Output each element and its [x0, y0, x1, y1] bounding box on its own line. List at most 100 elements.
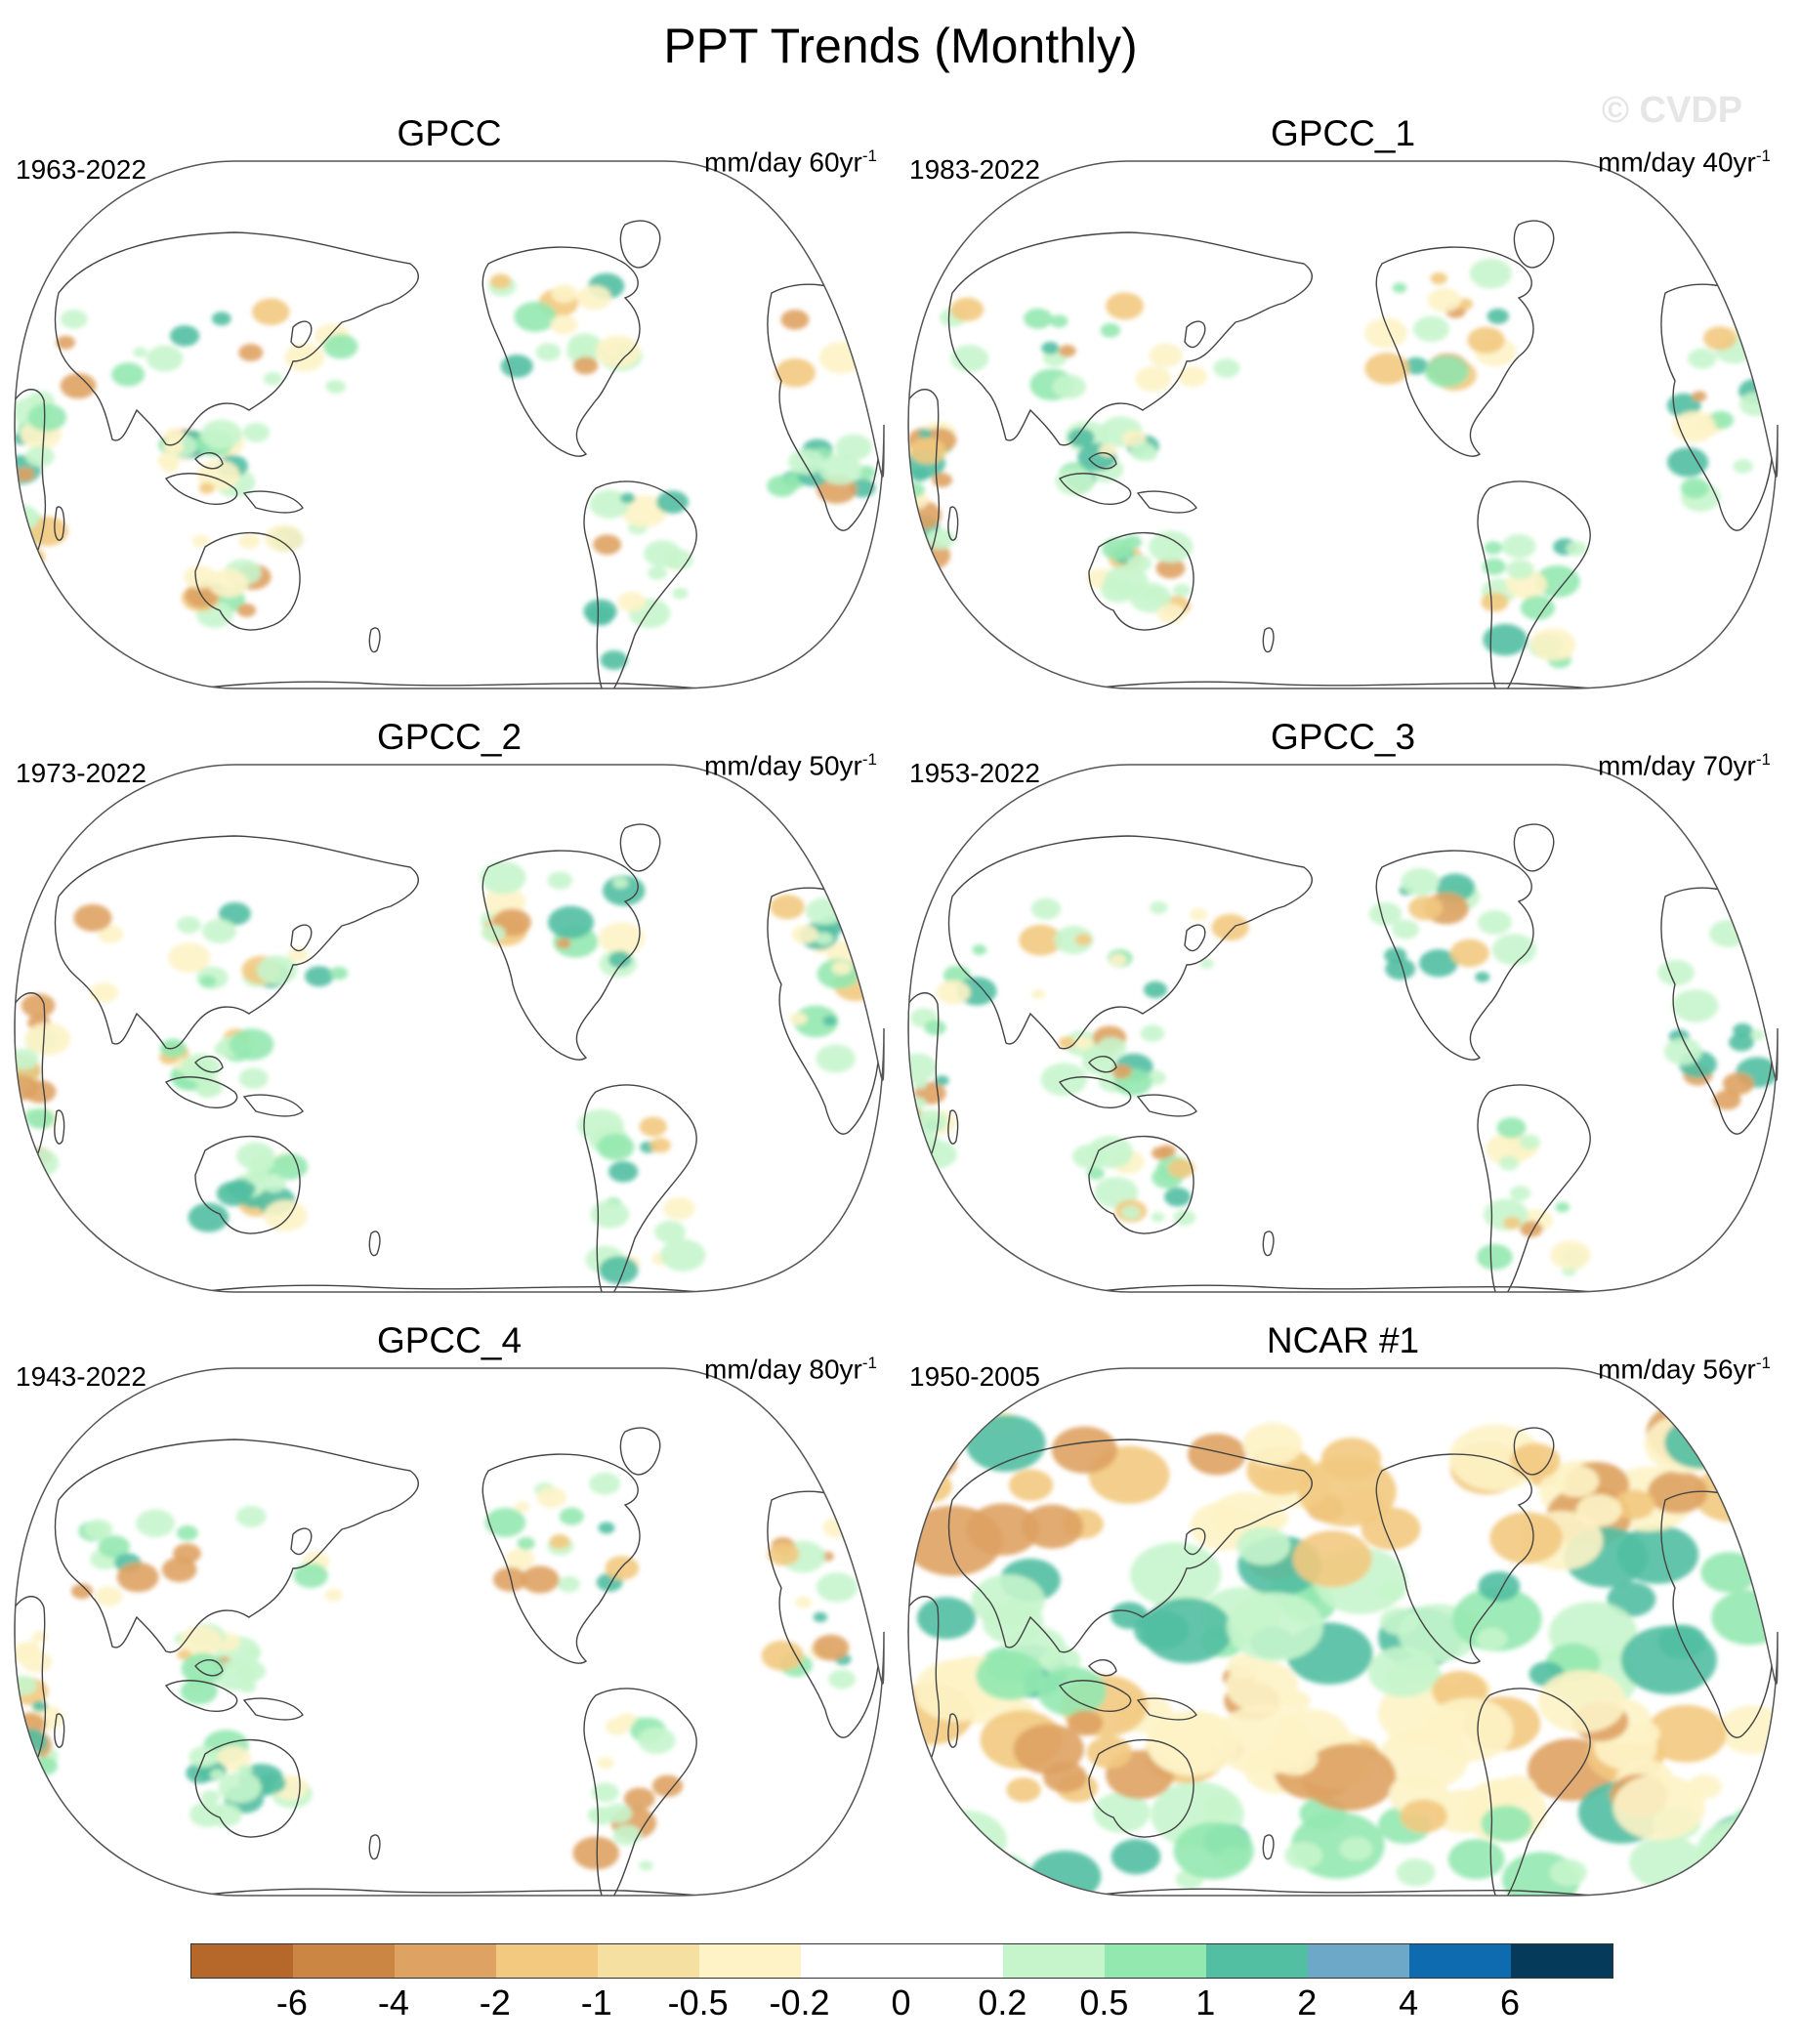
trend-patch	[950, 297, 984, 322]
units-exponent: -1	[861, 1354, 877, 1372]
trend-patch	[169, 325, 200, 347]
trend-patch	[98, 1535, 130, 1559]
coastline	[54, 231, 419, 446]
trend-patch	[480, 860, 526, 895]
trend-patch	[1419, 949, 1458, 978]
trend-patch	[976, 1650, 1045, 1700]
trend-patch	[251, 298, 290, 326]
trend-patch	[612, 1824, 642, 1846]
trend-patch	[1058, 345, 1076, 357]
trend-patch	[910, 1153, 930, 1167]
trend-patch	[1242, 1422, 1303, 1466]
trend-patch	[1412, 315, 1450, 343]
trend-patch	[1199, 958, 1214, 969]
trend-patch	[1149, 343, 1183, 368]
trend-patch	[908, 1097, 927, 1109]
trend-patch	[56, 335, 76, 350]
trend-patch	[161, 1557, 197, 1583]
trend-patch	[971, 1574, 1045, 1628]
coastline	[368, 1834, 381, 1860]
coastline	[194, 1738, 301, 1838]
trend-patch	[1050, 314, 1068, 328]
trend-patch	[638, 1860, 653, 1871]
trend-patch	[816, 1572, 859, 1603]
trend-patch	[599, 922, 646, 956]
trend-patch	[481, 924, 506, 942]
trend-patch	[1613, 1489, 1655, 1520]
trend-patch	[649, 1137, 671, 1153]
coastline	[1136, 490, 1197, 514]
trend-patch	[157, 452, 181, 469]
coastline	[619, 220, 661, 269]
map-panel: GPCC_2 1973-2022 mm/day 50yr-1	[0, 711, 899, 1316]
trend-patch	[1452, 1587, 1542, 1651]
trend-patch	[1167, 1158, 1195, 1179]
trend-patch	[818, 453, 862, 485]
coastline	[194, 1135, 301, 1234]
coastline	[1477, 1084, 1591, 1292]
trend-patch	[235, 1505, 267, 1527]
trend-patch	[208, 568, 249, 598]
trend-patch	[1037, 1666, 1107, 1717]
trend-patch	[1067, 1710, 1104, 1736]
trend-patch	[1549, 1858, 1587, 1887]
trend-patch	[653, 1220, 687, 1243]
trend-map	[14, 1367, 885, 1897]
trend-map	[907, 764, 1779, 1293]
trend-patch	[597, 1133, 635, 1161]
trend-patch	[535, 343, 562, 361]
units-text: mm/day 60yr	[704, 146, 862, 178]
trend-patch	[329, 966, 349, 980]
trend-patch	[1663, 1037, 1702, 1065]
trend-patch	[1555, 1201, 1571, 1213]
trend-patch	[1476, 1627, 1508, 1650]
coastline	[54, 1439, 419, 1653]
trend-patch	[1741, 906, 1757, 918]
trend-patch	[1743, 912, 1766, 928]
coastline	[1262, 627, 1275, 653]
trend-patch	[932, 473, 953, 487]
trend-patch	[1188, 1433, 1246, 1476]
trend-patch	[1155, 558, 1186, 579]
trend-patch	[1700, 1552, 1758, 1593]
trend-patch	[1554, 1465, 1600, 1498]
coastline	[290, 1527, 313, 1556]
trend-patch	[1271, 1741, 1319, 1775]
trend-patch	[573, 356, 599, 375]
trend-patch	[1646, 1704, 1727, 1763]
trend-patch	[284, 343, 325, 372]
trend-patch	[908, 1470, 952, 1504]
coastline	[164, 1680, 238, 1712]
coastline	[1010, 681, 1715, 688]
trend-patch	[211, 312, 231, 326]
trend-patch	[60, 372, 97, 399]
trend-patch	[908, 438, 946, 465]
trend-patch	[177, 916, 201, 934]
trend-patch	[1055, 467, 1095, 496]
trend-patch	[605, 1556, 640, 1580]
trend-patch	[597, 1756, 614, 1770]
trend-patch	[60, 309, 88, 329]
coastline	[1088, 1738, 1194, 1838]
trend-patch	[822, 1016, 837, 1026]
colorbar-label: 2	[1297, 1982, 1318, 2023]
cvdp-watermark: © CVDP	[1602, 90, 1743, 131]
trend-patch	[1126, 554, 1152, 573]
trend-patch	[660, 1238, 706, 1272]
trend-patch	[608, 951, 632, 969]
trend-patch	[1738, 392, 1774, 417]
trend-patch	[216, 1181, 252, 1207]
trend-patch	[1301, 1743, 1397, 1812]
trend-patch	[548, 905, 594, 939]
trend-patch	[1006, 1777, 1041, 1803]
trend-patch	[576, 285, 611, 311]
trend-patch	[1143, 980, 1168, 999]
trend-patch	[924, 1020, 946, 1036]
trend-patch	[921, 1810, 1007, 1871]
trend-patch	[600, 649, 628, 670]
trend-patch	[918, 429, 933, 439]
trend-patch	[908, 551, 933, 574]
trend-patch	[1053, 926, 1094, 955]
trend-patch	[1008, 1469, 1054, 1502]
trend-patch	[1482, 558, 1506, 575]
